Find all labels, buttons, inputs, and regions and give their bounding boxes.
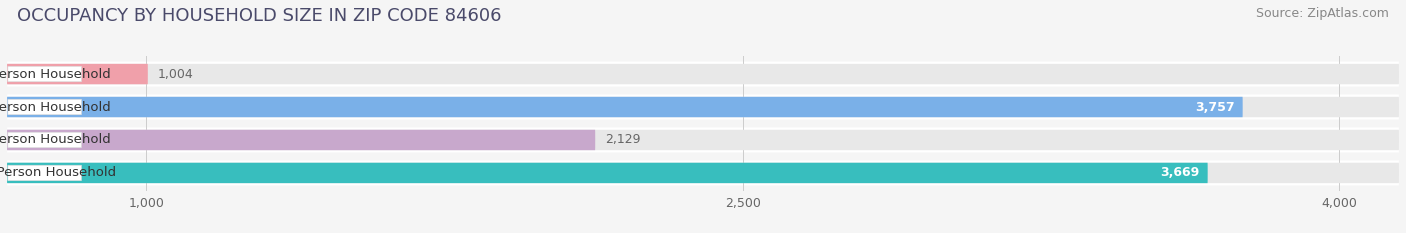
FancyBboxPatch shape [8, 165, 82, 181]
Text: 2-Person Household: 2-Person Household [0, 100, 111, 113]
FancyBboxPatch shape [8, 99, 82, 115]
FancyBboxPatch shape [7, 160, 1399, 185]
FancyBboxPatch shape [8, 132, 82, 148]
FancyBboxPatch shape [7, 97, 1399, 117]
Text: 1,004: 1,004 [157, 68, 194, 81]
Text: 1-Person Household: 1-Person Household [0, 68, 111, 81]
Text: 3,669: 3,669 [1160, 166, 1199, 179]
Text: Source: ZipAtlas.com: Source: ZipAtlas.com [1256, 7, 1389, 20]
FancyBboxPatch shape [7, 130, 1399, 150]
Text: 3,757: 3,757 [1195, 100, 1234, 113]
FancyBboxPatch shape [7, 163, 1208, 183]
FancyBboxPatch shape [7, 95, 1399, 120]
FancyBboxPatch shape [7, 127, 1399, 152]
Text: 4+ Person Household: 4+ Person Household [0, 166, 117, 179]
Text: 2,129: 2,129 [605, 134, 641, 147]
FancyBboxPatch shape [7, 163, 1399, 183]
FancyBboxPatch shape [7, 62, 1399, 87]
FancyBboxPatch shape [7, 130, 595, 150]
FancyBboxPatch shape [7, 97, 1243, 117]
FancyBboxPatch shape [7, 64, 148, 84]
Text: OCCUPANCY BY HOUSEHOLD SIZE IN ZIP CODE 84606: OCCUPANCY BY HOUSEHOLD SIZE IN ZIP CODE … [17, 7, 502, 25]
FancyBboxPatch shape [8, 66, 82, 82]
Text: 3-Person Household: 3-Person Household [0, 134, 111, 147]
FancyBboxPatch shape [7, 64, 1399, 84]
